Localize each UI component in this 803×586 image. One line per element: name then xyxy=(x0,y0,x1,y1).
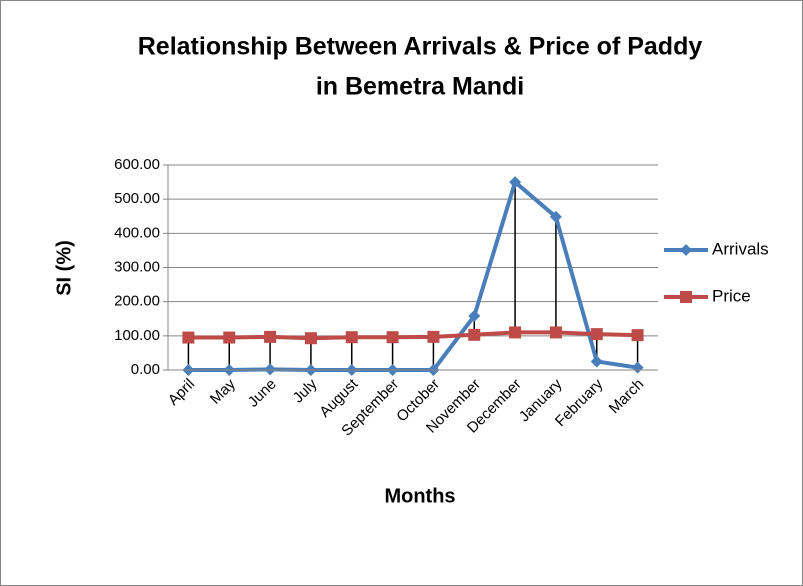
marker xyxy=(468,328,481,341)
y-tick-label: 400.00 xyxy=(114,224,160,241)
marker xyxy=(549,326,562,339)
y-axis-title: SI (%) xyxy=(53,240,75,296)
series-line xyxy=(188,330,638,341)
y-tick-label: 600.00 xyxy=(114,156,160,173)
marker xyxy=(182,331,195,344)
marker xyxy=(264,330,277,343)
marker xyxy=(680,291,692,303)
marker xyxy=(680,244,692,256)
marker xyxy=(631,329,644,342)
legend-label: Arrivals xyxy=(712,239,769,258)
marker xyxy=(304,332,317,345)
marker xyxy=(590,328,603,341)
marker xyxy=(631,361,644,374)
marker xyxy=(509,176,522,189)
marker xyxy=(509,326,522,339)
marker xyxy=(345,331,358,344)
legend-label: Price xyxy=(712,286,751,305)
marker xyxy=(264,363,277,376)
y-tick-label: 500.00 xyxy=(114,190,160,207)
y-tick-label: 200.00 xyxy=(114,293,160,310)
marker xyxy=(590,355,603,368)
y-tick-label: 100.00 xyxy=(114,327,160,344)
marker xyxy=(549,210,562,223)
chart-title: in Bemetra Mandi xyxy=(316,73,524,101)
x-axis-title: Months xyxy=(384,485,455,507)
marker xyxy=(386,331,399,344)
chart-title: Relationship Between Arrivals & Price of… xyxy=(138,33,703,61)
marker xyxy=(468,310,481,323)
y-tick-label: 0.00 xyxy=(131,361,160,378)
marker xyxy=(223,331,236,344)
marker xyxy=(427,330,440,343)
y-tick-label: 300.00 xyxy=(114,258,160,275)
